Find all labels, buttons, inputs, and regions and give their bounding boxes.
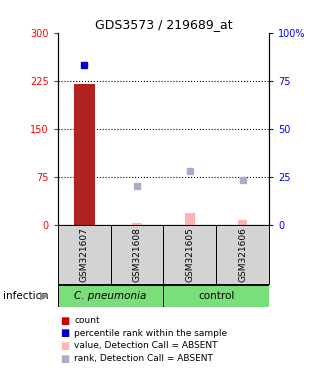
Bar: [58, 285, 163, 307]
Text: ■: ■: [60, 328, 69, 338]
Text: GSM321608: GSM321608: [132, 227, 142, 282]
Bar: [111, 225, 163, 284]
Text: ▶: ▶: [40, 291, 49, 301]
Text: ■: ■: [60, 316, 69, 326]
Bar: [132, 223, 142, 225]
Text: ■: ■: [60, 341, 69, 351]
Text: GSM321607: GSM321607: [80, 227, 89, 282]
Title: GDS3573 / 219689_at: GDS3573 / 219689_at: [94, 18, 232, 31]
Bar: [163, 225, 216, 284]
Text: value, Detection Call = ABSENT: value, Detection Call = ABSENT: [74, 341, 218, 351]
Bar: [185, 213, 194, 225]
Bar: [216, 225, 269, 284]
Bar: [58, 225, 111, 284]
Bar: [238, 220, 247, 225]
Bar: [163, 285, 269, 307]
Text: percentile rank within the sample: percentile rank within the sample: [74, 329, 227, 338]
Text: rank, Detection Call = ABSENT: rank, Detection Call = ABSENT: [74, 354, 213, 363]
Text: ■: ■: [60, 354, 69, 364]
Text: count: count: [74, 316, 100, 325]
Text: GSM321605: GSM321605: [185, 227, 194, 282]
Text: infection: infection: [3, 291, 49, 301]
Text: C. pneumonia: C. pneumonia: [74, 291, 147, 301]
Bar: [74, 84, 95, 225]
Text: GSM321606: GSM321606: [238, 227, 247, 282]
Text: control: control: [198, 291, 234, 301]
